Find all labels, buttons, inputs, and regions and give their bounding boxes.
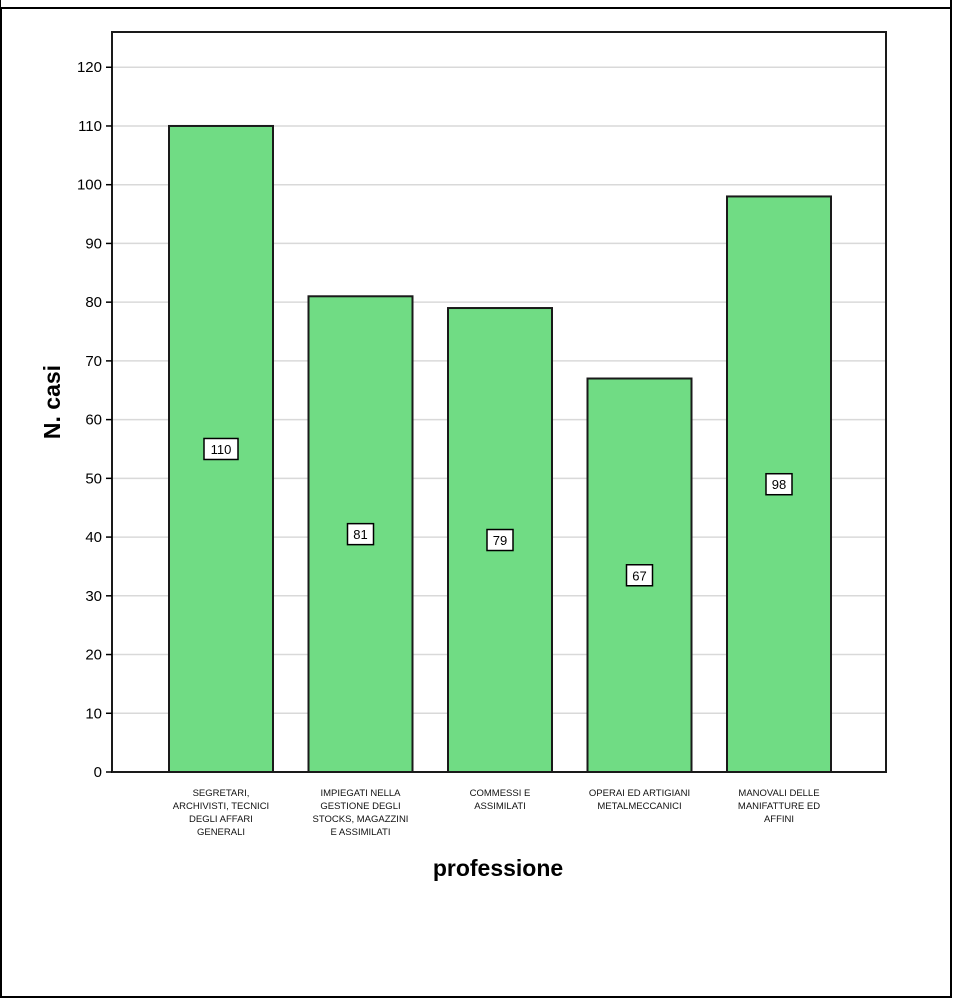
- x-category-label: AFFINI: [764, 814, 794, 825]
- y-tick-label: 100: [77, 177, 102, 194]
- y-axis-title: N. casi: [39, 365, 65, 439]
- x-category-label: ASSIMILATI: [474, 801, 526, 812]
- x-category-label: GESTIONE DEGLI: [320, 801, 400, 812]
- y-tick-label: 120: [77, 59, 102, 76]
- y-tick-label: 40: [85, 529, 102, 546]
- data-label: 110: [203, 437, 239, 461]
- data-label: 81: [346, 522, 375, 546]
- x-category-label: ARCHIVISTI, TECNICI: [173, 801, 269, 812]
- y-tick-label: 70: [85, 353, 102, 370]
- outer-frame-border: [0, 7, 952, 998]
- y-tick-label: 110: [78, 118, 102, 135]
- x-category-label: E ASSIMILATI: [330, 827, 390, 838]
- data-label-value: 79: [493, 533, 507, 548]
- x-category-label: MANOVALI DELLE: [738, 788, 819, 799]
- x-category-label: STOCKS, MAGAZZINI: [313, 814, 409, 825]
- plot-area-border: [111, 31, 887, 773]
- y-tick-label: 50: [85, 470, 102, 487]
- x-category-label: IMPIEGATI NELLA: [320, 788, 401, 799]
- y-tick-label: 30: [85, 588, 102, 605]
- x-category-label: SEGRETARI,: [193, 788, 250, 799]
- y-tick-label: 90: [85, 235, 102, 252]
- data-label: 98: [765, 472, 793, 496]
- y-tick-label: 80: [85, 294, 102, 311]
- data-label-value: 81: [353, 527, 367, 542]
- data-label-box: [765, 472, 793, 496]
- data-label: 79: [486, 528, 514, 552]
- data-label-value: 110: [211, 442, 232, 457]
- bars: [168, 124, 832, 773]
- x-category-label: OPERAI ED ARTIGIANI: [589, 788, 690, 799]
- data-label-box: [203, 437, 239, 461]
- y-tick-label: 60: [85, 412, 102, 429]
- data-label-box: [486, 528, 514, 552]
- data-label-value: 67: [632, 568, 646, 583]
- data-labels: 110 81 79 67 98: [203, 437, 793, 587]
- y-tick-label: 0: [94, 764, 102, 781]
- x-category-label: MANIFATTURE ED: [738, 801, 820, 812]
- x-category-label: DEGLI AFFARI: [189, 814, 253, 825]
- x-category-label: GENERALI: [197, 827, 245, 838]
- x-category-label: METALMECCANICI: [597, 801, 681, 812]
- y-tick-label: 10: [85, 705, 102, 722]
- data-label-box: [625, 564, 654, 587]
- y-tick-label: 20: [85, 647, 102, 664]
- data-label-box: [346, 522, 375, 546]
- x-axis-title: professione: [433, 855, 563, 881]
- data-label-value: 98: [772, 477, 786, 492]
- x-category-label: COMMESSI E: [470, 788, 531, 799]
- x-axis-category-labels: SEGRETARI, ARCHIVISTI, TECNICI DEGLI AFFAR…: [173, 788, 820, 838]
- data-label: 67: [625, 564, 654, 587]
- y-axis: 0 10 20 30 40 50 60 70 80 90 100 110 120: [77, 59, 112, 781]
